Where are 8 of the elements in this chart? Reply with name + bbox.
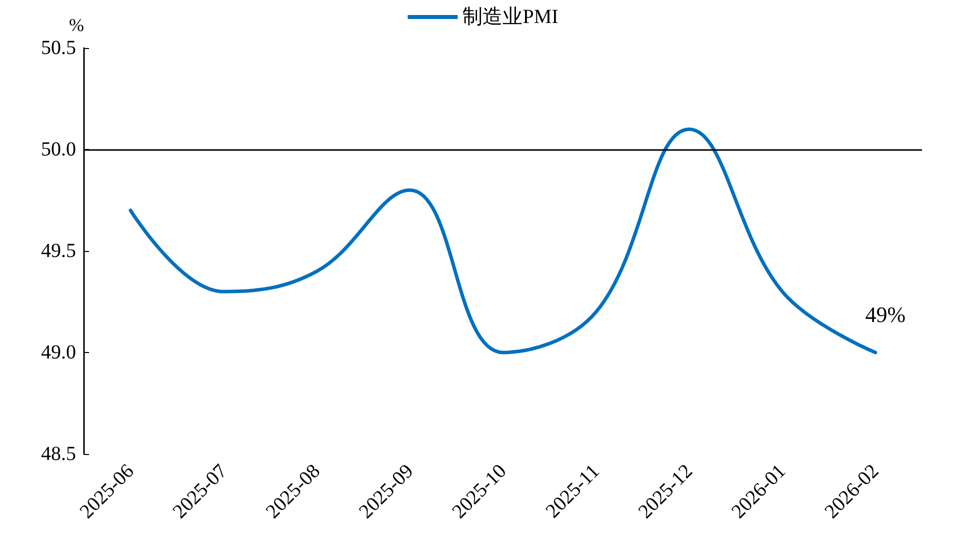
y-tick-label: 50.0 — [41, 138, 76, 160]
y-tick-label: 49.0 — [41, 342, 76, 364]
y-tick-label: 48.5 — [41, 443, 76, 465]
y-axis-title: % — [69, 15, 84, 35]
annotation: 49% — [865, 302, 906, 327]
legend-label: 制造业PMI — [462, 6, 558, 28]
y-tick-label: 49.5 — [41, 240, 76, 262]
y-tick-label: 50.5 — [41, 37, 76, 59]
